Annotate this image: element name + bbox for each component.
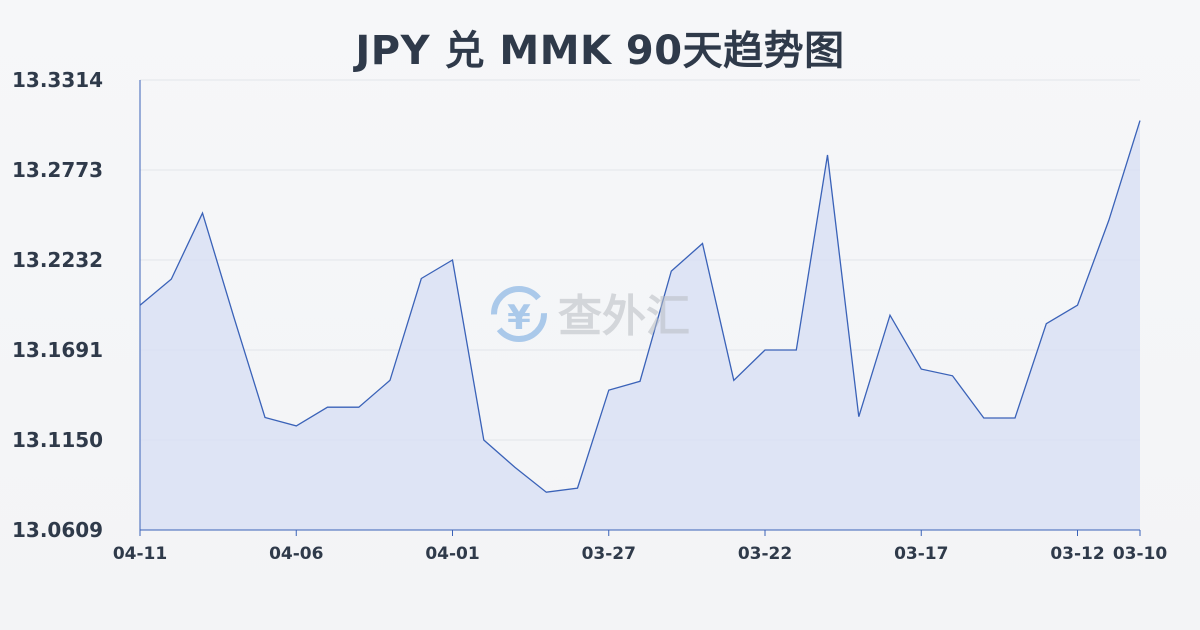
series-line [139,120,1141,493]
x-tick-label: 03-17 [894,544,948,564]
axes [139,80,1141,536]
x-tick-labels: 04-11 04-06 04-01 03-27 03-22 03-17 03-12 03-10 [113,544,1168,564]
x-tick-label: 04-11 [113,544,167,564]
watermark: ¥ 查外汇 [491,286,690,342]
y-tick-label: 13.0609 [12,518,103,542]
svg-text:¥: ¥ [507,298,531,338]
y-tick-label: 13.1691 [12,338,103,362]
x-tick-label: 04-01 [425,544,479,564]
x-tick-label: 03-27 [582,544,636,564]
y-tick-labels: 13.3314 13.2773 13.2232 13.1691 13.1150 13.06… [12,68,103,542]
area-fill [140,120,1140,530]
chart-title: JPY 兑 MMK 90天趋势图 [355,28,845,74]
x-tick-label: 03-22 [738,544,792,564]
x-tick-label: 03-12 [1050,544,1104,564]
y-tick-label: 13.2232 [12,248,103,272]
x-tick-label: 03-10 [1113,544,1168,564]
y-tick-label: 13.2773 [12,158,103,182]
x-tick-label: 04-06 [269,544,323,564]
y-tick-label: 13.1150 [12,428,103,452]
area-series [139,120,1141,530]
y-tick-label: 13.3314 [12,68,103,92]
watermark-text: 查外汇 [558,291,690,342]
yen-exchange-icon: ¥ [491,286,547,342]
